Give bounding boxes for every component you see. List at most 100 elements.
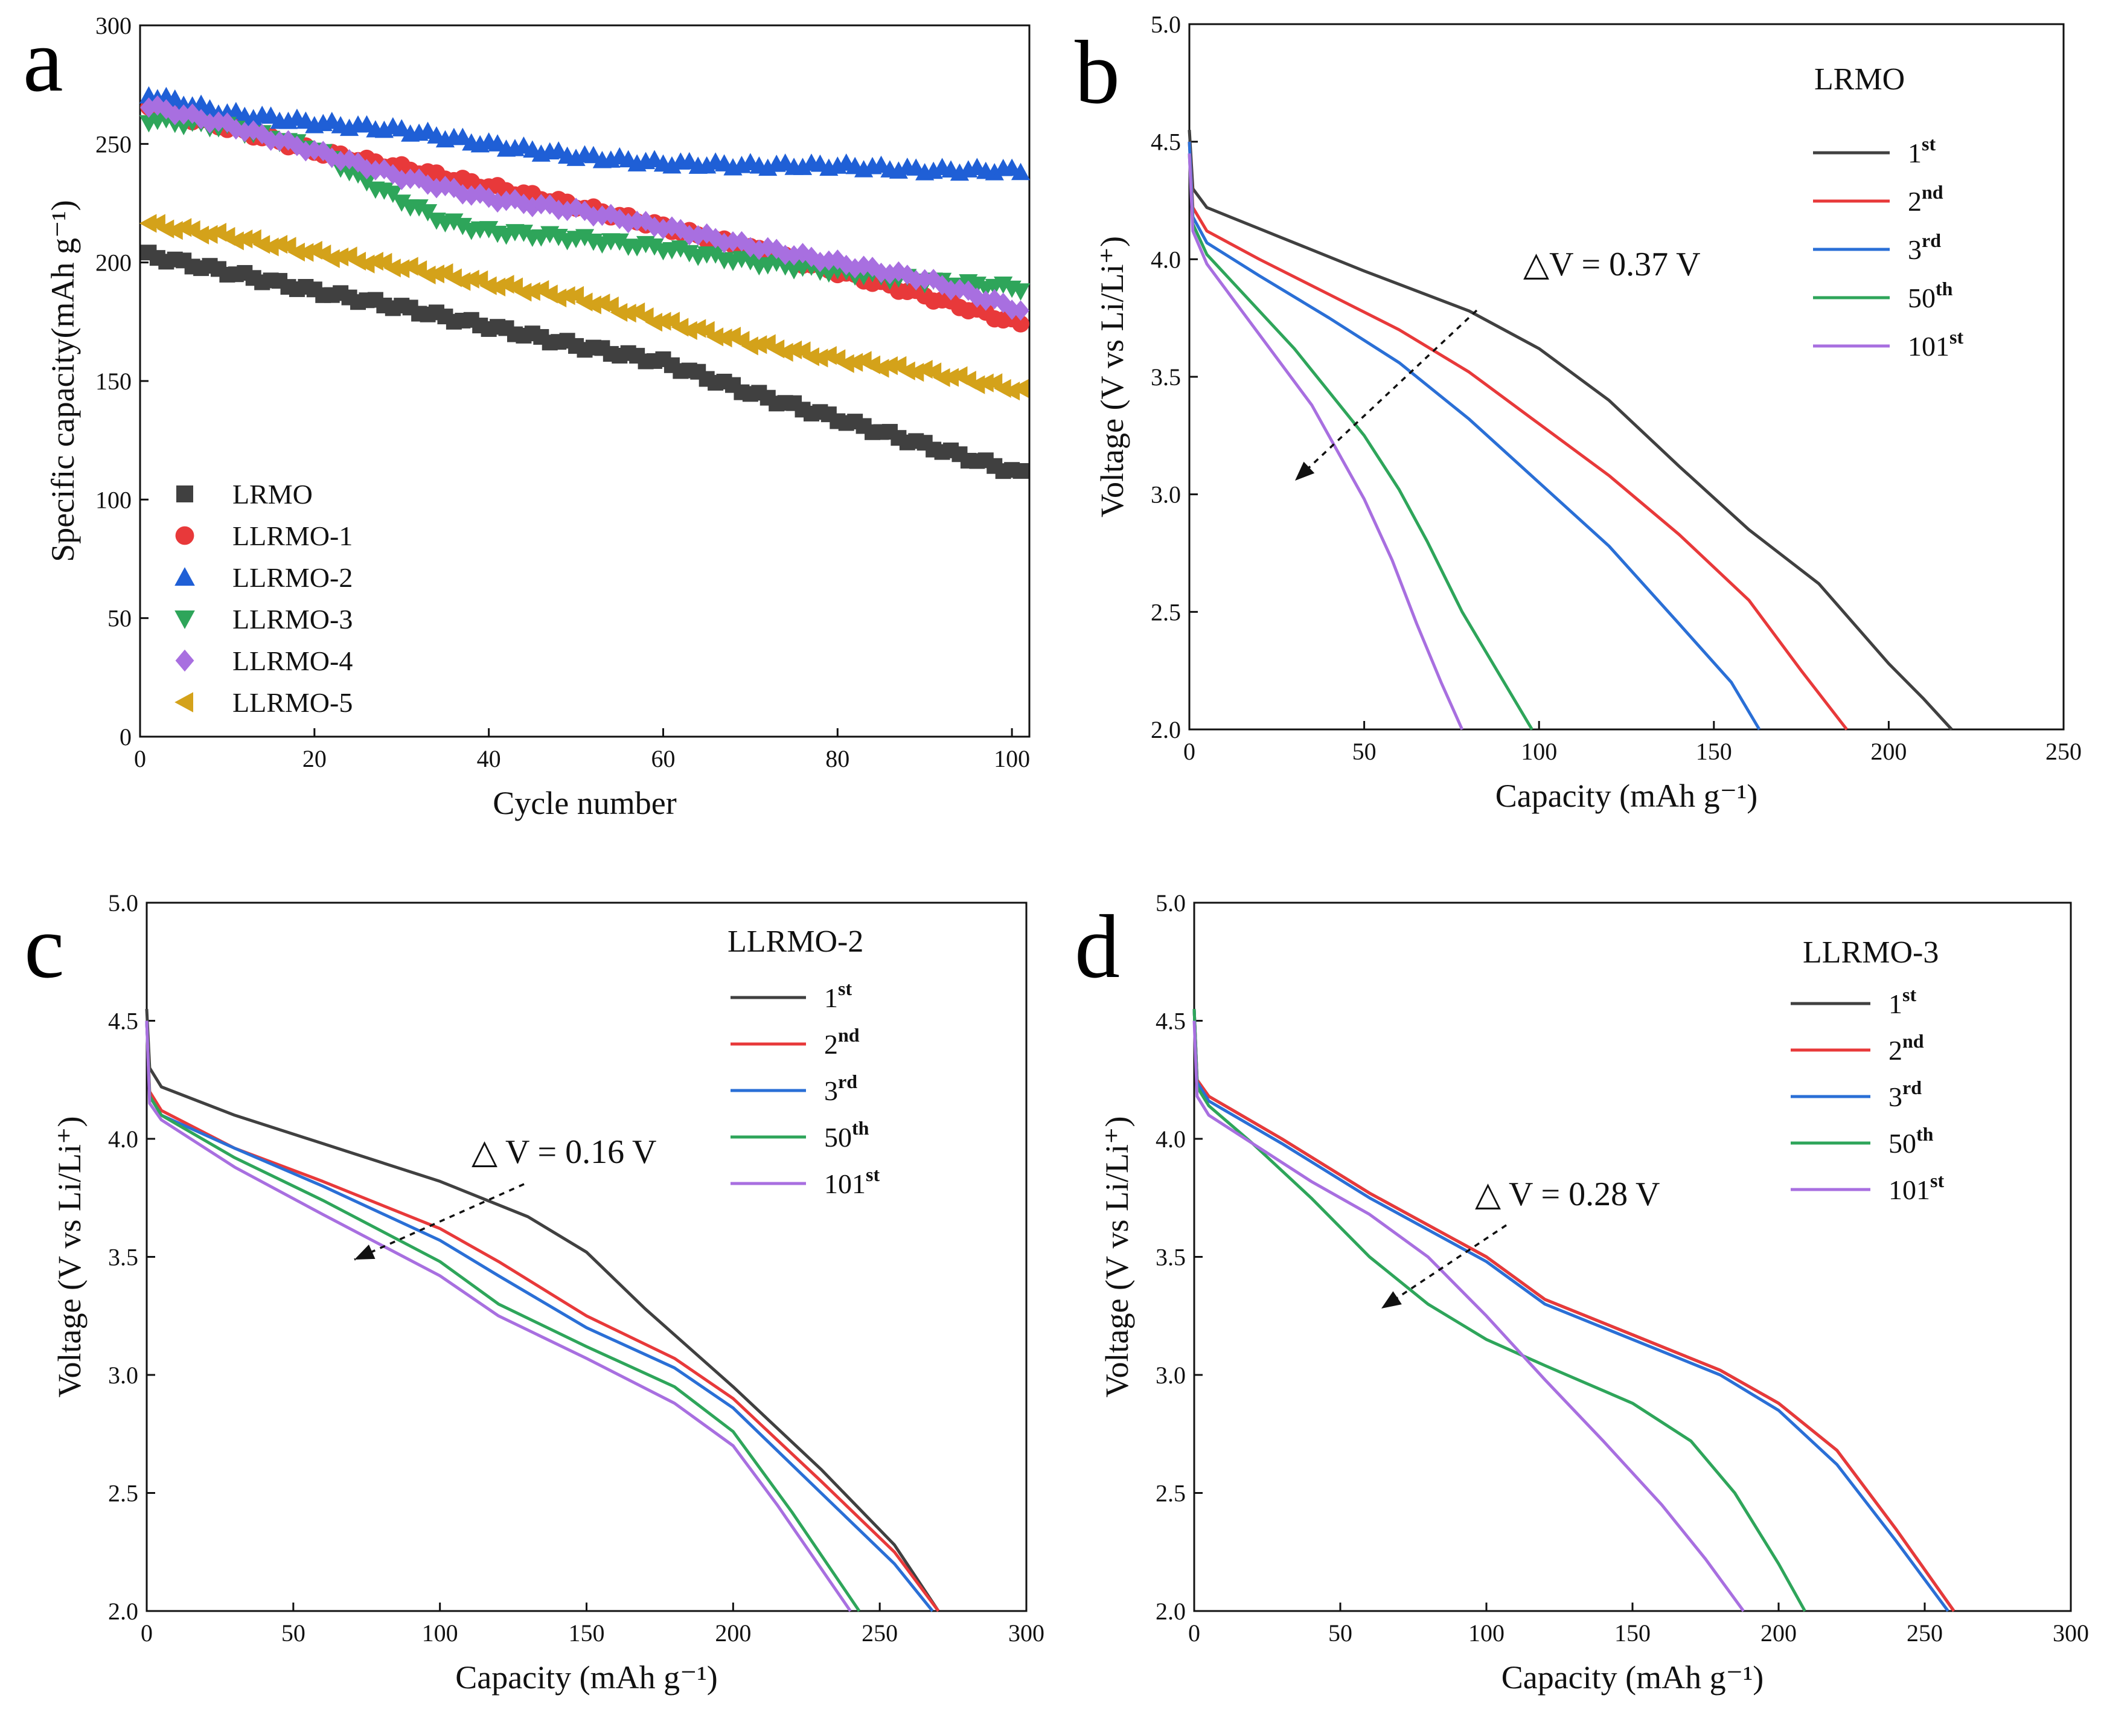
legend-cycle-suffix: rd bbox=[1902, 1077, 1922, 1098]
data-point bbox=[968, 287, 986, 308]
delta-v-annotation: △ V = 0.16 V bbox=[472, 1133, 657, 1171]
data-point bbox=[784, 340, 802, 360]
y-tick-label: 3.5 bbox=[1156, 1244, 1186, 1271]
data-point bbox=[201, 113, 219, 134]
legend-title: LRMO bbox=[1814, 62, 1905, 97]
data-point bbox=[427, 178, 446, 199]
y-tick-label: 150 bbox=[95, 368, 132, 395]
data-point bbox=[479, 276, 497, 295]
legend: LRMO LLRMO-1 LLRMO-2 LLRMO-3 LLRMO-4 LLRMO-5 bbox=[174, 479, 353, 718]
data-point bbox=[584, 295, 601, 315]
x-tick-label: 50 bbox=[281, 1619, 305, 1647]
y-tick-label: 2.0 bbox=[1151, 716, 1181, 743]
legend-label: LLRMO-2 bbox=[232, 562, 353, 593]
plot-frame bbox=[1193, 902, 2072, 1612]
legend-cycle-number: 3 bbox=[824, 1075, 838, 1106]
legend-cycle-suffix: st bbox=[1922, 133, 1936, 155]
y-axis-label: Voltage (V vs Li/Li⁺) bbox=[51, 1116, 88, 1398]
legend-label: LLRMO-3 bbox=[232, 604, 353, 635]
x-tick-label: 200 bbox=[1760, 1619, 1797, 1647]
x-tick-label: 50 bbox=[1352, 738, 1377, 765]
y-axis-label: Voltage (V vs Li/Li⁺) bbox=[1099, 1116, 1135, 1398]
legend-marker bbox=[174, 692, 193, 713]
x-tick-label: 150 bbox=[1614, 1619, 1651, 1647]
delta-v-arrowhead bbox=[1295, 461, 1315, 481]
legend-label: 3rd bbox=[1908, 229, 1941, 265]
data-point bbox=[427, 264, 444, 284]
x-tick-label: 0 bbox=[1188, 1619, 1200, 1647]
x-axis-label: Capacity (mAh g⁻¹) bbox=[455, 1659, 718, 1696]
series-line-101st bbox=[1192, 1020, 1745, 1612]
data-point bbox=[409, 199, 429, 217]
legend-cycle-suffix: st bbox=[866, 1164, 880, 1185]
legend-cycle-suffix: rd bbox=[838, 1071, 857, 1092]
legend-label: LLRMO-1 bbox=[232, 520, 353, 551]
legend-label: 50th bbox=[1908, 278, 1953, 313]
data-point bbox=[741, 253, 760, 271]
panel-c-llrmo2-discharge: 0 50 100 150 200 250 3002.02.53.03.54.04.55.0C… bbox=[24, 889, 1044, 1696]
data-point bbox=[610, 303, 628, 322]
series-line-3rd bbox=[1188, 141, 1761, 731]
data-point bbox=[287, 242, 305, 262]
legend-label: 2nd bbox=[1908, 181, 1943, 217]
legend-cycle-number: 1 bbox=[824, 982, 838, 1013]
data-point bbox=[880, 356, 898, 376]
data-point bbox=[549, 288, 567, 308]
legend-label: 101st bbox=[1888, 1170, 1944, 1205]
x-tick-label: 250 bbox=[2045, 738, 2082, 765]
legend-marker bbox=[175, 526, 194, 545]
data-point bbox=[184, 103, 201, 124]
legend-label: 2nd bbox=[1888, 1030, 1924, 1066]
y-tick-label: 2.5 bbox=[108, 1480, 138, 1507]
data-point bbox=[645, 238, 664, 256]
legend-title: LLRMO-2 bbox=[728, 924, 863, 959]
legend-label: 3rd bbox=[1888, 1077, 1922, 1112]
legend-cycle-number: 101 bbox=[1888, 1174, 1930, 1205]
series-line-2nd bbox=[145, 1020, 940, 1612]
data-point bbox=[235, 229, 253, 249]
series-llrmo-5 bbox=[139, 214, 1029, 401]
data-point bbox=[358, 159, 376, 180]
data-point bbox=[749, 335, 767, 354]
legend-label: 101st bbox=[824, 1164, 880, 1199]
data-point bbox=[1011, 162, 1031, 181]
series-lrmo bbox=[141, 245, 1029, 479]
data-point bbox=[191, 225, 209, 245]
legend-cycle-suffix: st bbox=[1949, 326, 1963, 348]
legend-label: 1st bbox=[824, 978, 852, 1013]
data-point bbox=[967, 375, 985, 394]
x-tick-label: 50 bbox=[1328, 1619, 1352, 1647]
data-point bbox=[1012, 463, 1029, 479]
legend-cycle-number: 3 bbox=[1888, 1081, 1902, 1112]
data-point bbox=[514, 225, 534, 242]
x-axis-label: Capacity (mAh g⁻¹) bbox=[1495, 778, 1758, 814]
data-point bbox=[1011, 379, 1029, 399]
legend-cycle-number: 50 bbox=[1908, 283, 1936, 313]
panel-label: d bbox=[1075, 897, 1120, 997]
legend-label: 101st bbox=[1908, 326, 1963, 362]
data-point bbox=[584, 206, 603, 227]
y-tick-label: 5.0 bbox=[108, 889, 138, 917]
legend-label: 3rd bbox=[824, 1071, 857, 1106]
series-line-2nd bbox=[1192, 1008, 1955, 1612]
data-point bbox=[437, 176, 454, 196]
y-tick-label: 3.0 bbox=[1156, 1362, 1186, 1389]
data-point bbox=[270, 235, 288, 254]
data-point bbox=[523, 282, 540, 301]
data-point bbox=[802, 347, 819, 367]
y-axis-label: Voltage (V vs Li/Li⁺) bbox=[1094, 236, 1130, 517]
y-tick-label: 3.5 bbox=[108, 1244, 138, 1271]
data-point bbox=[192, 109, 210, 130]
plot-frame bbox=[1188, 23, 2065, 731]
data-point bbox=[226, 231, 244, 251]
series-line-50th bbox=[145, 1020, 861, 1612]
data-point bbox=[140, 97, 158, 118]
x-tick-label: 20 bbox=[302, 745, 327, 772]
x-tick-label: 100 bbox=[1521, 738, 1557, 765]
data-point bbox=[419, 174, 437, 195]
x-tick-label: 80 bbox=[825, 745, 849, 772]
legend-cycle-suffix: nd bbox=[838, 1024, 860, 1046]
series-line-1st bbox=[145, 1008, 940, 1612]
